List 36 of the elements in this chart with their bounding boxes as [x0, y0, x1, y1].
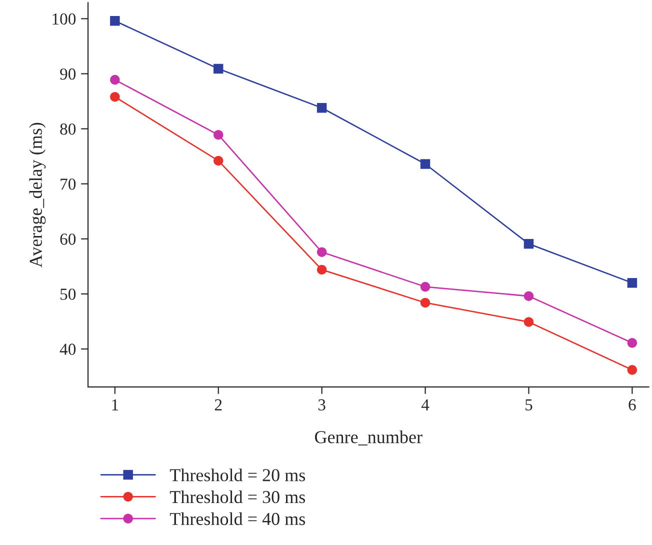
point: [627, 338, 638, 348]
x-tick-label: 5: [526, 399, 532, 410]
y-tick-label: 40: [60, 344, 76, 355]
x-axis-title: Genre_number: [314, 430, 422, 446]
point: [524, 238, 534, 249]
y-tick-label: 80: [60, 123, 76, 135]
legend-label: Threshold = 30 ms: [170, 490, 306, 504]
point: [420, 159, 430, 169]
point: [627, 365, 638, 375]
point: [214, 64, 224, 74]
point: [110, 16, 120, 26]
point: [316, 247, 327, 257]
point: [214, 130, 224, 140]
point: [524, 291, 534, 301]
x-tick-label: 3: [318, 399, 326, 410]
x-tick-label: 2: [214, 399, 222, 410]
y-tick-label: 60: [60, 234, 76, 245]
y-tick-label: 90: [60, 68, 76, 80]
point: [627, 278, 638, 288]
point: [420, 282, 430, 292]
x-tick-label: 4: [421, 399, 430, 410]
y-tick-label: 100: [52, 13, 76, 25]
point: [110, 74, 120, 85]
legend-label: Threshold = 40 ms: [170, 512, 306, 526]
point: [420, 298, 430, 308]
x-tick-label: 1: [112, 399, 118, 410]
y-tick-label: 70: [60, 178, 76, 190]
x-tick-label: 6: [628, 399, 636, 410]
point: [316, 264, 327, 275]
point: [214, 156, 224, 166]
y-axis-title: Average_delay (ms): [29, 122, 46, 268]
legend-label: Threshold = 20 ms: [170, 468, 306, 482]
point: [110, 92, 120, 102]
y-tick-label: 50: [60, 288, 76, 300]
point: [524, 317, 534, 327]
point: [316, 103, 327, 113]
